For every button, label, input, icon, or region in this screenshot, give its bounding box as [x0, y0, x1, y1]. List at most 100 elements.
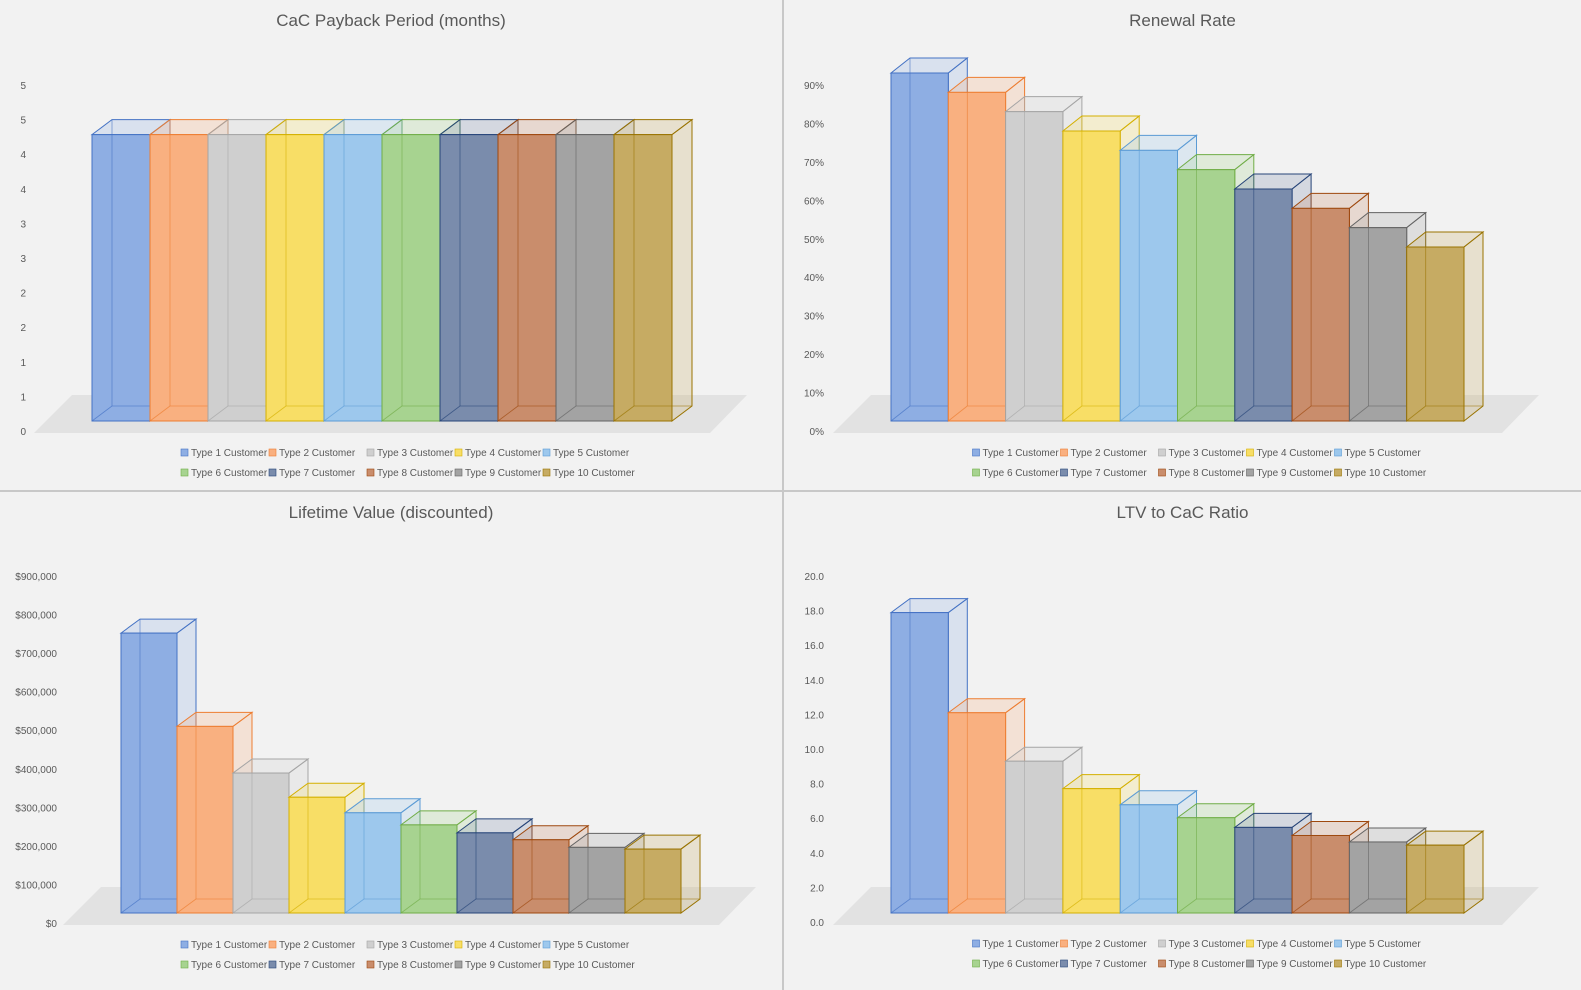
legend-entry[interactable]: Type 9 Customer — [454, 468, 542, 479]
legend-entry[interactable]: Type 2 Customer — [1060, 448, 1148, 459]
legend-entry[interactable]: Type 1 Customer — [180, 940, 268, 951]
y-tick-label: 5 — [20, 81, 26, 92]
legend-entry[interactable]: Type 8 Customer — [366, 468, 454, 479]
chart-panel-lifetime-value[interactable]: Lifetime Value (discounted) $0 $100,000 $20… — [0, 492, 782, 990]
y-tick-label: $500,000 — [15, 726, 57, 737]
y-tick-label: $700,000 — [15, 649, 57, 660]
legend-entry[interactable]: Type 4 Customer — [454, 940, 542, 951]
legend-entry[interactable]: Type 7 Customer — [268, 468, 356, 479]
y-tick-label: 0% — [810, 427, 825, 438]
legend-entry[interactable]: Type 5 Customer — [1334, 448, 1422, 459]
legend-label: Type 6 Customer — [983, 468, 1060, 479]
legend-entry[interactable]: Type 5 Customer — [1334, 939, 1422, 950]
legend-entry[interactable]: Type 9 Customer — [1246, 468, 1334, 479]
legend-label: Type 5 Customer — [553, 940, 630, 951]
y-tick-label: 50% — [804, 235, 824, 246]
legend-entry[interactable]: Type 9 Customer — [1246, 959, 1334, 970]
legend-entry[interactable]: Type 7 Customer — [268, 960, 356, 971]
legend-label: Type 10 Customer — [553, 468, 635, 479]
y-tick-label: $300,000 — [15, 803, 57, 814]
bar-type-10-customer[interactable] — [1405, 230, 1485, 423]
y-tick-label: 0 — [20, 427, 26, 438]
legend-entry[interactable]: Type 10 Customer — [542, 960, 635, 971]
legend-entry[interactable]: Type 8 Customer — [366, 960, 454, 971]
legend-label: Type 5 Customer — [1345, 448, 1422, 459]
legend-entry[interactable]: Type 10 Customer — [1334, 468, 1427, 479]
legend-entry[interactable]: Type 7 Customer — [1060, 468, 1148, 479]
legend-entry[interactable]: Type 10 Customer — [542, 468, 635, 479]
legend-entry[interactable]: Type 8 Customer — [1158, 959, 1246, 970]
legend-label: Type 10 Customer — [1345, 468, 1427, 479]
legend-label: Type 8 Customer — [377, 468, 454, 479]
legend-label: Type 1 Customer — [191, 940, 268, 951]
legend-entry[interactable]: Type 8 Customer — [1158, 468, 1246, 479]
legend-entry[interactable]: Type 4 Customer — [1246, 939, 1334, 950]
legend-entry[interactable]: Type 6 Customer — [180, 468, 268, 479]
legend-label: Type 8 Customer — [1169, 468, 1246, 479]
chart-title-cac-payback: CaC Payback Period (months) — [276, 11, 506, 30]
y-tick-label: 90% — [804, 81, 824, 92]
y-tick-label: 20% — [804, 350, 824, 361]
legend-label: Type 5 Customer — [553, 448, 630, 459]
legend-entry[interactable]: Type 5 Customer — [542, 448, 630, 459]
y-tick-label: 10% — [804, 389, 824, 400]
chart-title-renewal-rate: Renewal Rate — [1129, 11, 1236, 30]
bar-type-10-customer[interactable] — [623, 834, 702, 914]
legend-label: Type 2 Customer — [1071, 448, 1148, 459]
legend-entry[interactable]: Type 3 Customer — [366, 940, 454, 951]
legend-label: Type 1 Customer — [191, 448, 268, 459]
y-tick-label: 3 — [20, 219, 26, 230]
y-tick-label: 2 — [20, 289, 26, 300]
legend-entry[interactable]: Type 6 Customer — [180, 960, 268, 971]
legend-entry[interactable]: Type 1 Customer — [972, 448, 1060, 459]
chart-panel-ltv-cac-ratio[interactable]: LTV to CaC Ratio 0.0 2.0 4.0 6.0 8.0 10.0 12.0 1… — [784, 492, 1581, 990]
legend-label: Type 7 Customer — [1071, 468, 1148, 479]
y-tick-label: 10.0 — [805, 745, 825, 756]
legend-entry[interactable]: Type 2 Customer — [268, 940, 356, 951]
bar-type-10-customer[interactable] — [612, 118, 694, 422]
legend-label: Type 6 Customer — [191, 960, 268, 971]
y-tick-label: 0.0 — [810, 918, 824, 929]
legend-label: Type 2 Customer — [279, 940, 356, 951]
legend-entry[interactable]: Type 3 Customer — [366, 448, 454, 459]
legend-label: Type 10 Customer — [1345, 959, 1427, 970]
y-tick-label: 70% — [804, 158, 824, 169]
legend-label: Type 2 Customer — [279, 448, 356, 459]
legend-entry[interactable]: Type 4 Customer — [454, 448, 542, 459]
y-tick-label: 3 — [20, 254, 26, 265]
y-tick-label: 2 — [20, 323, 26, 334]
legend-label: Type 9 Customer — [465, 960, 542, 971]
legend-entry[interactable]: Type 5 Customer — [542, 940, 630, 951]
legend-label: Type 6 Customer — [191, 468, 268, 479]
bar-type-10-customer[interactable] — [1405, 830, 1485, 914]
legend-entry[interactable]: Type 1 Customer — [972, 939, 1060, 950]
legend-label: Type 4 Customer — [465, 448, 542, 459]
legend-entry[interactable]: Type 6 Customer — [972, 468, 1060, 479]
legend-label: Type 9 Customer — [1257, 959, 1334, 970]
legend-entry[interactable]: Type 3 Customer — [1158, 939, 1246, 950]
y-tick-label: $100,000 — [15, 880, 57, 891]
y-tick-label: 60% — [804, 196, 824, 207]
y-tick-label: 40% — [804, 273, 824, 284]
legend-entry[interactable]: Type 7 Customer — [1060, 959, 1148, 970]
legend-entry[interactable]: Type 2 Customer — [1060, 939, 1148, 950]
y-tick-label: 1 — [20, 392, 26, 403]
legend-label: Type 4 Customer — [1257, 448, 1334, 459]
legend-entry[interactable]: Type 4 Customer — [1246, 448, 1334, 459]
y-tick-label: 30% — [804, 312, 824, 323]
legend-entry[interactable]: Type 1 Customer — [180, 448, 268, 459]
legend-entry[interactable]: Type 6 Customer — [972, 959, 1060, 970]
legend-label: Type 4 Customer — [1257, 939, 1334, 950]
chart-svg-ltv-cac-ratio: LTV to CaC Ratio 0.0 2.0 4.0 6.0 8.0 10.0 12.0 1… — [805, 503, 1539, 970]
legend-entry[interactable]: Type 9 Customer — [454, 960, 542, 971]
legend-label: Type 5 Customer — [1345, 939, 1422, 950]
chart-panel-renewal-rate[interactable]: Renewal Rate 0% 10% 20% 30% 40% 50% 60% 70% 80% 90… — [784, 0, 1581, 490]
chart-panel-cac-payback[interactable]: CaC Payback Period (months) 0 1 1 2 2 3 3 4 4 5 5 Ty… — [0, 0, 782, 490]
legend-entry[interactable]: Type 2 Customer — [268, 448, 356, 459]
y-tick-label: 2.0 — [810, 883, 824, 894]
legend-entry[interactable]: Type 10 Customer — [1334, 959, 1427, 970]
y-tick-label: 14.0 — [805, 676, 825, 687]
legend-entry[interactable]: Type 3 Customer — [1158, 448, 1246, 459]
legend-label: Type 7 Customer — [279, 960, 356, 971]
legend-label: Type 4 Customer — [465, 940, 542, 951]
